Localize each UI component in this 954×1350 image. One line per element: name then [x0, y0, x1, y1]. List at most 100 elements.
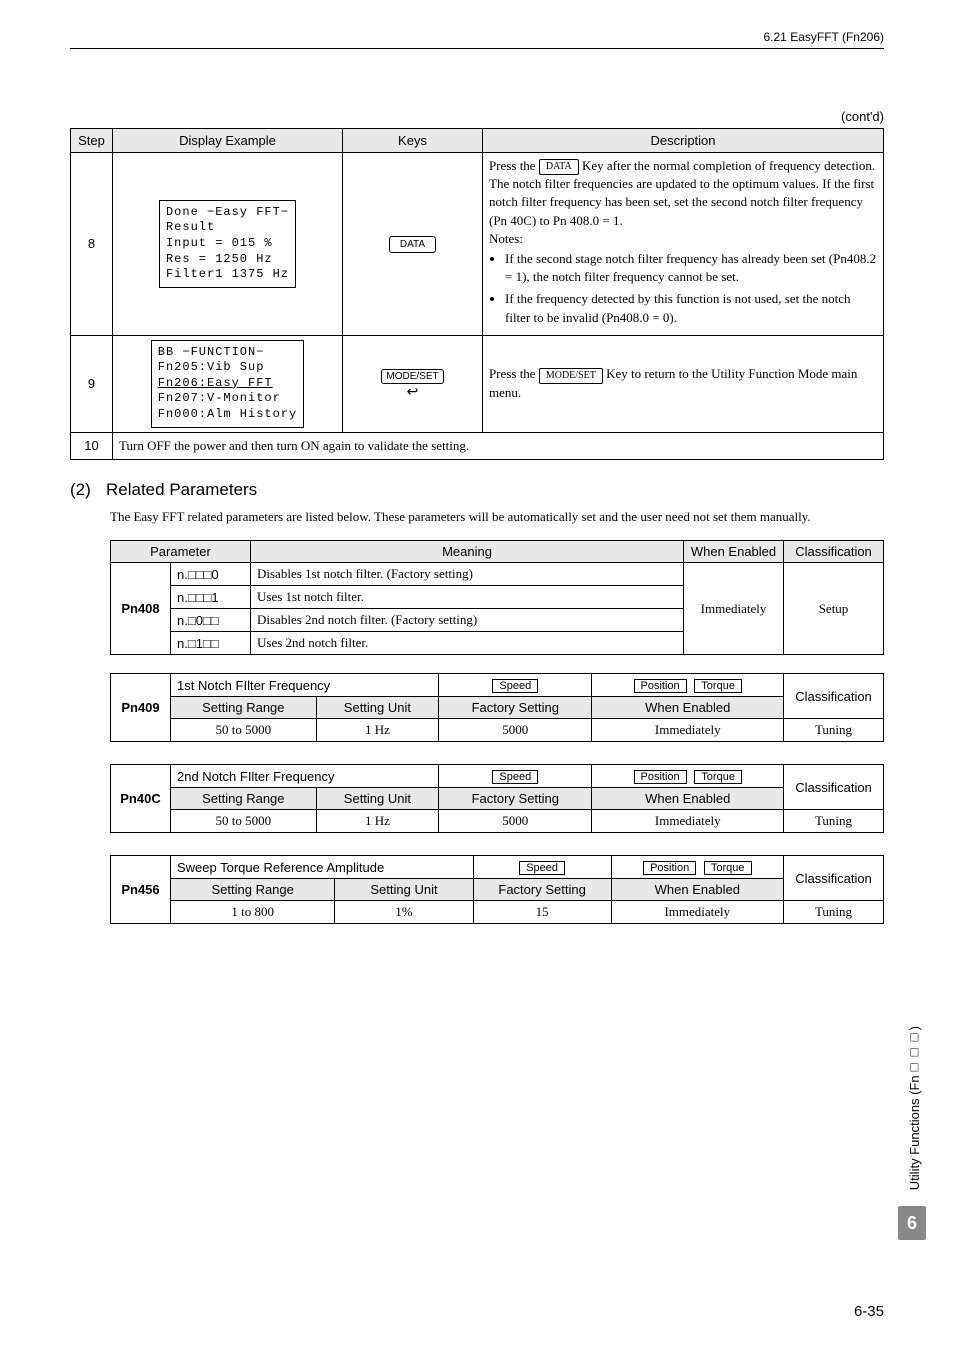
key-cell: DATA [343, 153, 483, 336]
note-item: If the frequency detected by this functi… [505, 290, 877, 326]
pn408-table: Parameter Meaning When Enabled Classific… [110, 540, 884, 655]
th-factory: Factory Setting [473, 879, 611, 901]
class-val: Tuning [784, 810, 884, 833]
lcd-line: Input = 015 % [166, 236, 289, 252]
title-row: Pn40C 2nd Notch FIlter Frequency Speed P… [111, 765, 884, 788]
description: Press the MODE/SET Key to return to the … [483, 335, 884, 432]
notes-list: If the second stage notch filter frequen… [505, 250, 877, 327]
lcd-line: Done −Easy FFT− [166, 205, 289, 221]
desc-text: Press the [489, 366, 539, 381]
side-section-label: Utility Functions (Fn□□□) [907, 1026, 922, 1190]
inline-key-icon: MODE/SET [539, 368, 603, 384]
range-val: 50 to 5000 [171, 810, 317, 833]
table-row: 10 Turn OFF the power and then turn ON a… [71, 432, 884, 459]
digit-pattern: n.□□□0 [171, 563, 251, 586]
th-when: When Enabled [611, 879, 783, 901]
contd-label: (cont'd) [70, 109, 884, 124]
header-row: Setting Range Setting Unit Factory Setti… [111, 788, 884, 810]
when-val: Immediately [592, 719, 784, 742]
unit-val: 1 Hz [316, 719, 438, 742]
full-row-text: Turn OFF the power and then turn ON agai… [113, 432, 884, 459]
lcd-line-selected: Fn206:Easy FFT [158, 376, 297, 392]
lcd-line: Filter1 1375 Hz [166, 267, 289, 283]
badge-cell: Speed [439, 765, 592, 788]
th-param: Parameter [111, 541, 251, 563]
th-unit: Setting Unit [316, 697, 438, 719]
note-item: If the second stage notch filter frequen… [505, 250, 877, 286]
title-row: Pn456 Sweep Torque Reference Amplitude S… [111, 856, 884, 879]
th-when: When Enabled [592, 697, 784, 719]
badge-cell: Speed [439, 674, 592, 697]
pn456-table: Pn456 Sweep Torque Reference Amplitude S… [110, 855, 884, 924]
pn-label: Pn408 [111, 563, 171, 655]
th-display: Display Example [113, 129, 343, 153]
value-row: 50 to 5000 1 Hz 5000 Immediately Tuning [111, 810, 884, 833]
meaning: Disables 2nd notch filter. (Factory sett… [251, 609, 684, 632]
class-val: Tuning [784, 901, 884, 924]
torque-badge: Torque [694, 770, 742, 784]
table-row: 9 BB −FUNCTION− Fn205:Vib Sup Fn206:Easy… [71, 335, 884, 432]
key-cell: MODE/SET ↩ [343, 335, 483, 432]
table-row: Pn408 n.□□□0 Disables 1st notch filter. … [111, 563, 884, 586]
position-badge: Position [643, 861, 696, 875]
meaning: Uses 1st notch filter. [251, 586, 684, 609]
torque-badge: Torque [704, 861, 752, 875]
data-key: DATA [389, 236, 436, 253]
inline-key-icon: DATA [539, 159, 579, 175]
th-when: When Enabled [684, 541, 784, 563]
factory-val: 15 [473, 901, 611, 924]
class-val: Tuning [784, 719, 884, 742]
th-when: When Enabled [592, 788, 784, 810]
value-row: 50 to 5000 1 Hz 5000 Immediately Tuning [111, 719, 884, 742]
param-title: 2nd Notch FIlter Frequency [171, 765, 439, 788]
lcd-line: Res = 1250 Hz [166, 252, 289, 268]
badge-cell: Position Torque [592, 674, 784, 697]
step-num: 9 [71, 335, 113, 432]
when-val: Immediately [592, 810, 784, 833]
lcd-display: Done −Easy FFT− Result Input = 015 % Res… [113, 153, 343, 336]
th-class: Classification [784, 541, 884, 563]
th-keys: Keys [343, 129, 483, 153]
lcd-line: BB −FUNCTION− [158, 345, 297, 361]
digit-pattern: n.□□□1 [171, 586, 251, 609]
table-row: 8 Done −Easy FFT− Result Input = 015 % R… [71, 153, 884, 336]
speed-badge: Speed [492, 770, 538, 784]
digit-pattern: n.□0□□ [171, 609, 251, 632]
position-badge: Position [634, 679, 687, 693]
pn40c-table: Pn40C 2nd Notch FIlter Frequency Speed P… [110, 764, 884, 833]
param-title: 1st Notch FIlter Frequency [171, 674, 439, 697]
meaning: Uses 2nd notch filter. [251, 632, 684, 655]
th-unit: Setting Unit [316, 788, 438, 810]
th-range: Setting Range [171, 697, 317, 719]
unit-val: 1 Hz [316, 810, 438, 833]
th-desc: Description [483, 129, 884, 153]
pn-label: Pn456 [111, 856, 171, 924]
badge-cell: Position Torque [592, 765, 784, 788]
badge-cell: Speed [473, 856, 611, 879]
badge-cell: Position Torque [611, 856, 783, 879]
section-num: (2) [70, 480, 106, 500]
factory-val: 5000 [439, 810, 592, 833]
header-row: Setting Range Setting Unit Factory Setti… [111, 879, 884, 901]
th-meaning: Meaning [251, 541, 684, 563]
th-unit: Setting Unit [335, 879, 473, 901]
digit-pattern: n.□1□□ [171, 632, 251, 655]
lcd-line: Fn205:Vib Sup [158, 360, 297, 376]
modeset-key: MODE/SET [381, 369, 443, 384]
lcd-line: Fn000:Alm History [158, 407, 297, 423]
lcd-box: BB −FUNCTION− Fn205:Vib Sup Fn206:Easy F… [151, 340, 304, 428]
th-class: Classification [784, 674, 884, 719]
position-badge: Position [634, 770, 687, 784]
torque-badge: Torque [694, 679, 742, 693]
lcd-line: Result [166, 220, 289, 236]
title-row: Pn409 1st Notch FIlter Frequency Speed P… [111, 674, 884, 697]
when-enabled: Immediately [684, 563, 784, 655]
desc-text: Press the [489, 158, 539, 173]
th-factory: Factory Setting [439, 788, 592, 810]
section-title: Related Parameters [106, 480, 257, 499]
param-title: Sweep Torque Reference Amplitude [171, 856, 474, 879]
range-val: 50 to 5000 [171, 719, 317, 742]
th-factory: Factory Setting [439, 697, 592, 719]
th-range: Setting Range [171, 788, 317, 810]
procedure-table: Step Display Example Keys Description 8 … [70, 128, 884, 460]
